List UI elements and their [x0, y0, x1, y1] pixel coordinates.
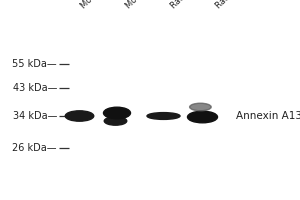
Text: 34 kDa—: 34 kDa— — [13, 111, 57, 121]
Ellipse shape — [65, 111, 94, 121]
Text: 55 kDa—: 55 kDa— — [12, 59, 57, 69]
Text: 43 kDa—: 43 kDa— — [13, 83, 57, 93]
Ellipse shape — [147, 113, 180, 119]
Text: 26 kDa—: 26 kDa— — [13, 143, 57, 153]
Ellipse shape — [103, 107, 130, 119]
Text: Annexin A13: Annexin A13 — [236, 111, 300, 121]
Text: Mouse colon: Mouse colon — [80, 0, 123, 10]
Text: Mouse small intestine: Mouse small intestine — [124, 0, 196, 10]
Text: Rat colon: Rat colon — [169, 0, 204, 10]
Ellipse shape — [188, 111, 218, 123]
Text: Rat small intestine: Rat small intestine — [214, 0, 277, 10]
Ellipse shape — [190, 103, 211, 111]
Ellipse shape — [104, 117, 127, 125]
